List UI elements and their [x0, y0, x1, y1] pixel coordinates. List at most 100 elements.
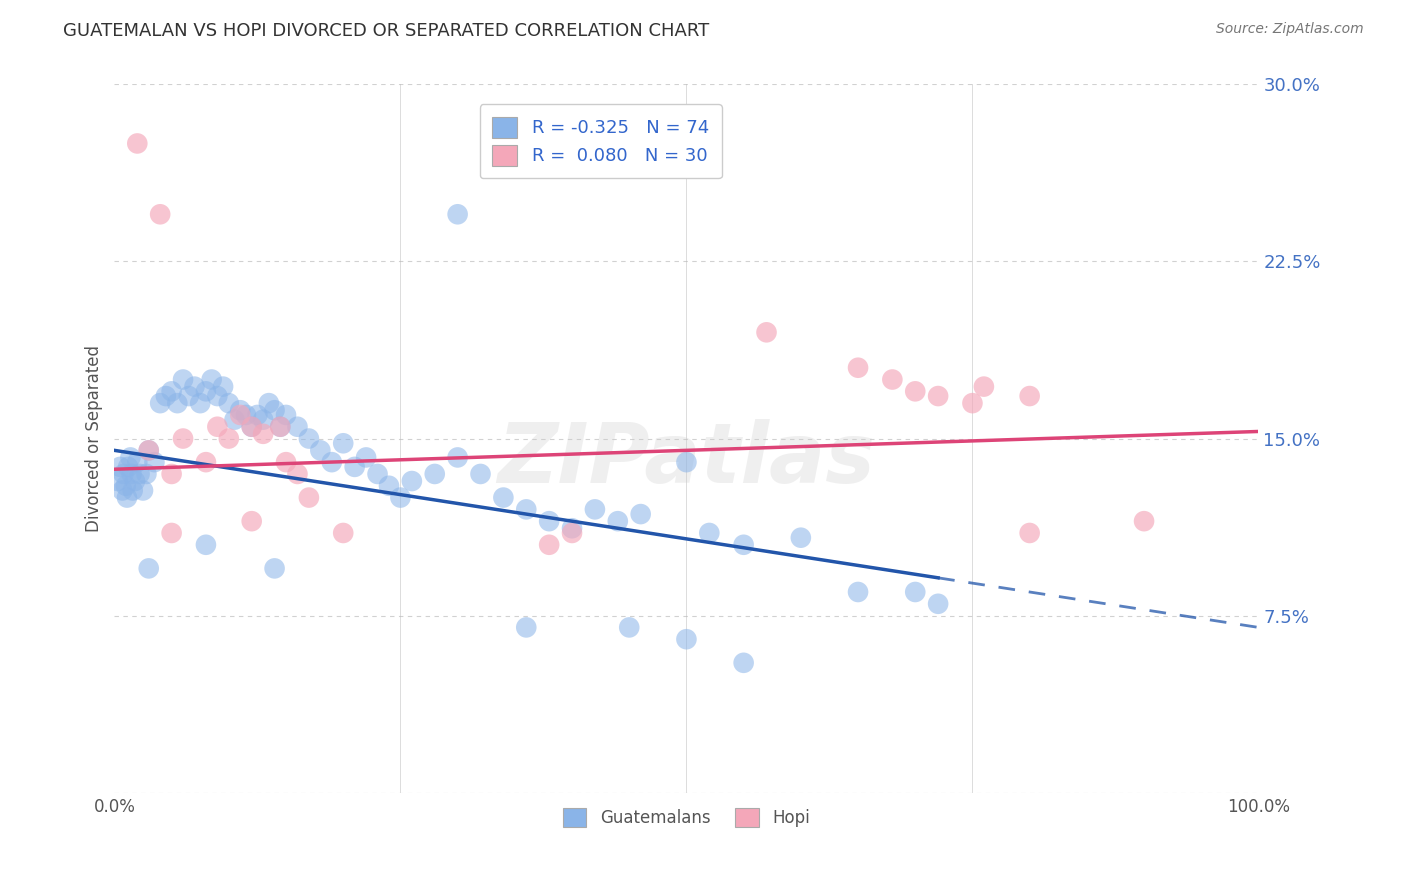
Point	[470, 467, 492, 481]
Point	[240, 419, 263, 434]
Point	[904, 585, 927, 599]
Point	[1133, 514, 1156, 528]
Point	[120, 450, 142, 465]
Point	[538, 514, 561, 528]
Point	[697, 526, 720, 541]
Point	[561, 526, 583, 541]
Point	[252, 426, 274, 441]
Point	[124, 474, 146, 488]
Point	[207, 389, 229, 403]
Point	[229, 408, 252, 422]
Point	[127, 455, 149, 469]
Point	[790, 531, 813, 545]
Point	[112, 467, 135, 481]
Point	[423, 467, 446, 481]
Point	[733, 538, 755, 552]
Point	[446, 450, 468, 465]
Point	[257, 396, 280, 410]
Point	[177, 389, 200, 403]
Point	[128, 467, 150, 481]
Point	[107, 474, 129, 488]
Text: GUATEMALAN VS HOPI DIVORCED OR SEPARATED CORRELATION CHART: GUATEMALAN VS HOPI DIVORCED OR SEPARATED…	[63, 22, 710, 40]
Point	[121, 467, 143, 481]
Point	[172, 432, 194, 446]
Point	[115, 491, 138, 505]
Point	[1018, 389, 1040, 403]
Point	[274, 455, 297, 469]
Point	[160, 467, 183, 481]
Point	[240, 419, 263, 434]
Point	[138, 443, 160, 458]
Point	[149, 396, 172, 410]
Point	[149, 207, 172, 221]
Point	[269, 419, 291, 434]
Point	[111, 483, 134, 498]
Point	[201, 372, 224, 386]
Point	[138, 561, 160, 575]
Point	[194, 455, 217, 469]
Point	[155, 389, 177, 403]
Point	[183, 379, 205, 393]
Point	[583, 502, 606, 516]
Point	[755, 326, 778, 340]
Point	[846, 585, 869, 599]
Point	[619, 620, 641, 634]
Point	[733, 656, 755, 670]
Point	[229, 403, 252, 417]
Point	[135, 467, 157, 481]
Point	[287, 419, 309, 434]
Point	[246, 408, 269, 422]
Point	[207, 419, 229, 434]
Point	[378, 479, 401, 493]
Point	[274, 408, 297, 422]
Point	[263, 403, 285, 417]
Text: Source: ZipAtlas.com: Source: ZipAtlas.com	[1216, 22, 1364, 37]
Point	[194, 384, 217, 399]
Point	[298, 432, 321, 446]
Point	[252, 412, 274, 426]
Point	[389, 491, 412, 505]
Point	[332, 436, 354, 450]
Point	[121, 483, 143, 498]
Point	[343, 459, 366, 474]
Point	[927, 597, 949, 611]
Point	[108, 459, 131, 474]
Point	[446, 207, 468, 221]
Point	[269, 419, 291, 434]
Point	[309, 443, 332, 458]
Point	[298, 491, 321, 505]
Point	[354, 450, 377, 465]
Point	[927, 389, 949, 403]
Point	[132, 483, 155, 498]
Point	[561, 521, 583, 535]
Point	[962, 396, 984, 410]
Point	[367, 467, 389, 481]
Point	[143, 455, 166, 469]
Point	[882, 372, 904, 386]
Point	[188, 396, 211, 410]
Point	[115, 479, 138, 493]
Point	[401, 474, 423, 488]
Point	[138, 443, 160, 458]
Point	[515, 620, 537, 634]
Point	[492, 491, 515, 505]
Point	[321, 455, 343, 469]
Point	[218, 432, 240, 446]
Legend: Guatemalans, Hopi: Guatemalans, Hopi	[557, 801, 817, 834]
Point	[240, 514, 263, 528]
Point	[218, 396, 240, 410]
Point	[332, 526, 354, 541]
Point	[235, 408, 257, 422]
Point	[606, 514, 628, 528]
Point	[160, 526, 183, 541]
Point	[172, 372, 194, 386]
Point	[675, 632, 697, 647]
Point	[515, 502, 537, 516]
Point	[263, 561, 285, 575]
Point	[127, 136, 149, 151]
Text: ZIPatlas: ZIPatlas	[498, 419, 876, 500]
Point	[212, 379, 235, 393]
Point	[904, 384, 927, 399]
Point	[224, 412, 246, 426]
Y-axis label: Divorced or Separated: Divorced or Separated	[86, 345, 103, 532]
